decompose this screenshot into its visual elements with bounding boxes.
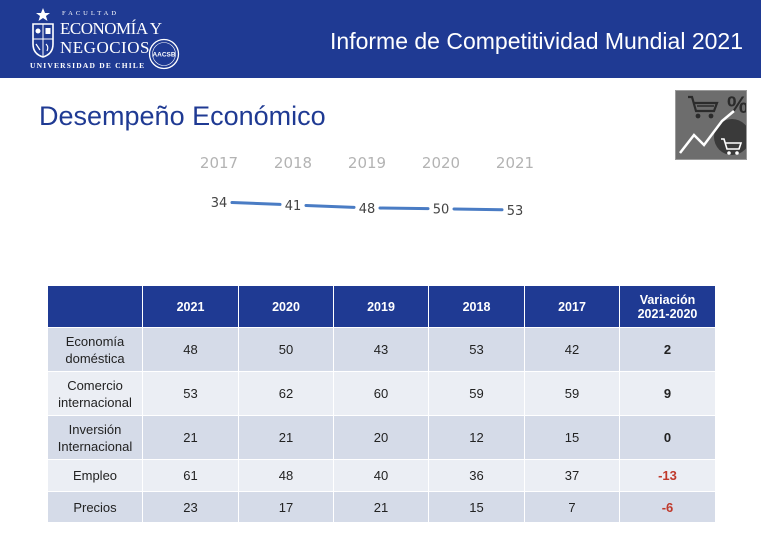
section-title: Desempeño Económico bbox=[39, 101, 326, 131]
row-label: Economía doméstica bbox=[47, 327, 143, 372]
table-cell: 59 bbox=[428, 371, 525, 416]
series-line-segment bbox=[230, 201, 282, 206]
row-label: Inversión Internacional bbox=[47, 415, 143, 460]
row-label-line1: Comercio bbox=[67, 377, 123, 393]
table-cell: 36 bbox=[428, 459, 525, 492]
year-tick-label: 2020 bbox=[422, 154, 460, 172]
row-label-line2: internacional bbox=[58, 394, 132, 410]
table-cell: 17 bbox=[238, 491, 334, 523]
table-header-row: 2021 2020 2019 2018 2017 Variación 2021-… bbox=[47, 285, 716, 328]
table-cell: 62 bbox=[238, 371, 334, 416]
report-title: Informe de Competitividad Mundial 2021 bbox=[330, 28, 743, 54]
data-value-label: 34 bbox=[211, 196, 228, 211]
logo-economia-text: ECONOMÍA Y bbox=[60, 19, 162, 38]
variation-cell: -13 bbox=[619, 459, 716, 492]
variation-header-line2: 2021-2020 bbox=[637, 306, 698, 321]
table-cell: 53 bbox=[142, 371, 239, 416]
faculty-logo[interactable]: FACULTAD ECONOMÍA Y NEGOCIOS UNIVERSIDAD… bbox=[30, 8, 185, 74]
table-cell: 15 bbox=[524, 415, 620, 460]
table-cell: 23 bbox=[142, 491, 239, 523]
series-line-segment bbox=[378, 206, 430, 211]
row-label-line1: Empleo bbox=[72, 468, 118, 483]
table-cell: 21 bbox=[238, 415, 334, 460]
series-line-segment bbox=[304, 203, 356, 209]
variation-cell: 0 bbox=[619, 415, 716, 460]
variation-cell: 9 bbox=[619, 371, 716, 416]
logo-negocios-text: NEGOCIOS bbox=[60, 38, 150, 57]
university-crest-icon bbox=[32, 8, 54, 58]
performance-table: 2021 2020 2019 2018 2017 Variación 2021-… bbox=[47, 285, 716, 523]
logo-university-text: UNIVERSIDAD DE CHILE bbox=[30, 61, 146, 70]
table-row: Inversión Internacional 21 21 20 12 15 0 bbox=[47, 415, 716, 460]
table-cell: 50 bbox=[238, 327, 334, 372]
variation-header-line1: Variación bbox=[639, 292, 696, 307]
table-header-cell bbox=[47, 285, 143, 328]
row-label-line1: Inversión bbox=[68, 421, 122, 437]
table-row: Precios 23 17 21 15 7 -6 bbox=[47, 491, 716, 523]
table-cell: 40 bbox=[333, 459, 429, 492]
variation-cell: -6 bbox=[619, 491, 716, 523]
table-cell: 20 bbox=[333, 415, 429, 460]
table-header-cell: 2019 bbox=[333, 285, 429, 328]
data-value-label: 50 bbox=[433, 203, 450, 218]
table-header-cell: 2017 bbox=[524, 285, 620, 328]
year-tick-label: 2017 bbox=[200, 154, 238, 172]
data-value-label: 41 bbox=[285, 199, 302, 214]
row-label-line2: Internacional bbox=[57, 438, 133, 454]
logo-faculty-text: FACULTAD bbox=[62, 10, 120, 17]
table-cell: 42 bbox=[524, 327, 620, 372]
table-cell: 21 bbox=[142, 415, 239, 460]
series-line-segment bbox=[452, 207, 504, 212]
row-label-line1: Economía bbox=[65, 333, 125, 349]
row-label-line1: Precios bbox=[73, 499, 117, 515]
row-label-line2: doméstica bbox=[65, 350, 125, 366]
table-row: Economía doméstica 48 50 43 53 42 2 bbox=[47, 327, 716, 372]
shopping-cart-percent-trend-icon: % bbox=[675, 90, 750, 160]
table-cell: 43 bbox=[333, 327, 429, 372]
year-tick-label: 2018 bbox=[274, 154, 312, 172]
aacsb-badge-text: AACSB bbox=[152, 52, 175, 59]
table-cell: 53 bbox=[428, 327, 525, 372]
table-header-cell: 2018 bbox=[428, 285, 525, 328]
table-row: Empleo 61 48 40 36 37 -13 bbox=[47, 459, 716, 492]
data-value-label: 48 bbox=[359, 202, 376, 217]
table-header-cell: 2020 bbox=[238, 285, 334, 328]
row-label: Comercio internacional bbox=[47, 371, 143, 416]
table-header-variation: Variación 2021-2020 bbox=[619, 285, 716, 328]
table-cell: 59 bbox=[524, 371, 620, 416]
table-cell: 48 bbox=[142, 327, 239, 372]
row-label: Empleo bbox=[47, 459, 143, 492]
table-cell: 60 bbox=[333, 371, 429, 416]
data-value-label: 53 bbox=[507, 204, 524, 219]
table-row: Comercio internacional 53 62 60 59 59 9 bbox=[47, 371, 716, 416]
table-cell: 15 bbox=[428, 491, 525, 523]
table-cell: 48 bbox=[238, 459, 334, 492]
year-tick-label: 2019 bbox=[348, 154, 386, 172]
ranking-line-chart: 2017 2018 2019 2020 2021 34 41 48 50 53 bbox=[200, 154, 534, 219]
header-bar: FACULTAD ECONOMÍA Y NEGOCIOS UNIVERSIDAD… bbox=[0, 0, 761, 78]
table-cell: 37 bbox=[524, 459, 620, 492]
table-cell: 7 bbox=[524, 491, 620, 523]
table-cell: 61 bbox=[142, 459, 239, 492]
aacsb-badge-icon: AACSB bbox=[148, 38, 180, 70]
row-label: Precios bbox=[47, 491, 143, 523]
table-cell: 12 bbox=[428, 415, 525, 460]
year-tick-label: 2021 bbox=[496, 154, 534, 172]
variation-cell: 2 bbox=[619, 327, 716, 372]
table-header-cell: 2021 bbox=[142, 285, 239, 328]
table-cell: 21 bbox=[333, 491, 429, 523]
